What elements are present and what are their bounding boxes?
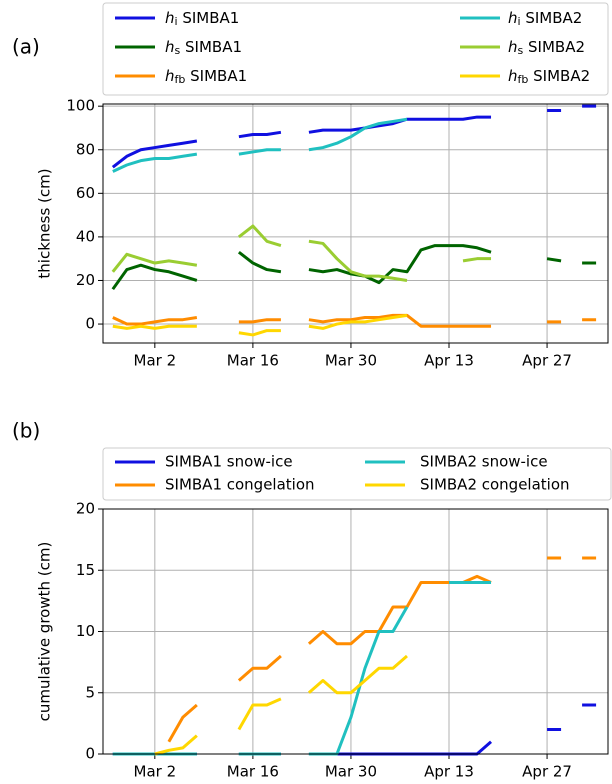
y-tick-label: 100: [66, 97, 95, 115]
series-line: [111, 224, 492, 282]
series-line: [112, 581, 492, 756]
series-line: [111, 244, 597, 291]
y-tick-label: 0: [85, 315, 95, 333]
legend-label: hi SIMBA2: [508, 9, 582, 29]
y-tick-label: 15: [76, 561, 95, 579]
legend-label: hi SIMBA1: [165, 9, 239, 29]
axes-frame: [102, 508, 609, 755]
y-tick-label: 20: [76, 271, 95, 289]
legend-box: [102, 447, 612, 501]
y-tick-label: 10: [76, 622, 95, 640]
y-tick-label: 5: [85, 683, 95, 701]
legend-label: SIMBA2 snow-ice: [420, 453, 548, 471]
y-axis-label: cumulative growth (cm): [36, 542, 54, 722]
x-tick-label: Mar 16: [227, 763, 279, 781]
panel: (b) cumulative growth (cm) 0 5 10 15 20 Mar 2 Ma…: [12, 419, 612, 781]
x-tick-label: Mar 2: [134, 763, 177, 781]
x-tick-label: Apr 13: [424, 352, 474, 370]
legend-label: SIMBA1 snow-ice: [165, 453, 293, 471]
legend-label: SIMBA2 congelation: [420, 476, 570, 494]
legend-label: hfb SIMBA2: [508, 67, 590, 87]
y-tick-label: 40: [76, 227, 95, 245]
x-tick-label: Mar 30: [325, 352, 377, 370]
series-line: [112, 313, 408, 337]
y-tick-label: 60: [76, 184, 95, 202]
y-tick-label: 20: [76, 500, 95, 518]
series-line: [111, 104, 597, 169]
series-line: [154, 654, 408, 756]
x-tick-label: Apr 27: [522, 763, 572, 781]
x-tick-label: Mar 16: [227, 352, 279, 370]
series-line: [112, 117, 408, 173]
legend-box: [102, 2, 609, 96]
y-tick-label: 0: [85, 745, 95, 763]
x-tick-label: Mar 2: [134, 352, 177, 370]
y-tick-label: 80: [76, 140, 95, 158]
x-tick-label: Apr 27: [522, 352, 572, 370]
series-line: [167, 556, 597, 743]
y-axis-label: thickness (cm): [36, 168, 54, 278]
panel-label: (a): [12, 35, 40, 59]
legend-label: hfb SIMBA1: [165, 67, 247, 87]
legend-label: SIMBA1 congelation: [165, 476, 315, 494]
x-tick-label: Mar 30: [325, 763, 377, 781]
axes-frame: [102, 103, 609, 344]
x-tick-label: Apr 13: [424, 763, 474, 781]
legend-label: hs SIMBA2: [508, 38, 585, 58]
panel: (a) thickness (cm) 0 20 40 60 80 100 Mar 2 Mar 16…: [12, 2, 609, 370]
panel-label: (b): [12, 419, 40, 443]
legend-label: hs SIMBA1: [165, 38, 242, 58]
